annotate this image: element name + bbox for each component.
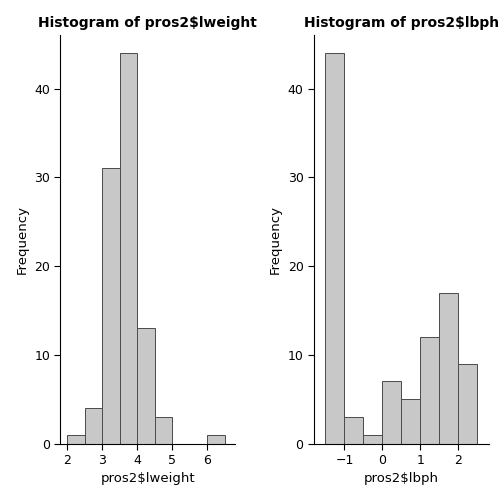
Bar [102, 168, 120, 444]
X-axis label: pros2$lweight: pros2$lweight [101, 472, 195, 485]
Bar [459, 364, 477, 444]
Title: Histogram of pros2$lbph: Histogram of pros2$lbph [304, 16, 499, 30]
Bar [402, 399, 420, 444]
Bar [207, 434, 225, 444]
Title: Histogram of pros2$lweight: Histogram of pros2$lweight [38, 16, 258, 30]
Y-axis label: Frequency: Frequency [16, 205, 29, 274]
Bar [85, 408, 102, 444]
Bar [420, 337, 439, 444]
Bar [138, 328, 155, 444]
Bar [155, 417, 172, 444]
Bar [439, 293, 459, 444]
Bar [120, 53, 138, 444]
X-axis label: pros2$lbph: pros2$lbph [364, 472, 439, 485]
Bar [344, 417, 363, 444]
Bar [383, 382, 402, 444]
Bar [363, 434, 383, 444]
Bar [68, 434, 85, 444]
Bar [326, 53, 344, 444]
Y-axis label: Frequency: Frequency [269, 205, 282, 274]
